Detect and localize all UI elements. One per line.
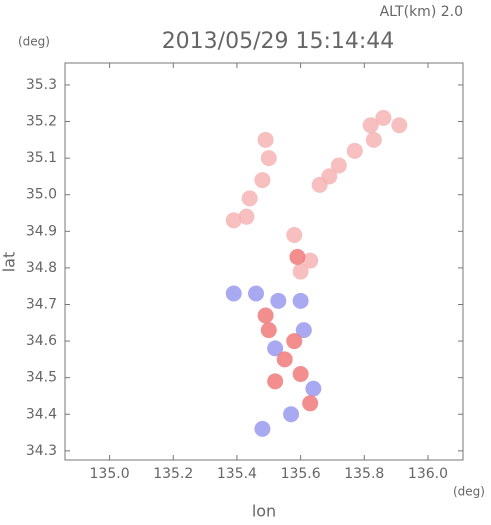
y-tick-label: 35.0 bbox=[26, 187, 57, 203]
echo-point bbox=[305, 380, 322, 397]
echo-point bbox=[321, 168, 338, 185]
y-tick-label: 34.7 bbox=[26, 296, 57, 312]
y-tick-label: 34.5 bbox=[26, 370, 57, 386]
echo-point bbox=[346, 142, 363, 159]
y-unit: (deg) bbox=[18, 35, 50, 49]
x-unit: (deg) bbox=[453, 485, 485, 499]
x-tick-label: 135.2 bbox=[153, 466, 193, 482]
y-tick-label: 34.4 bbox=[26, 406, 57, 422]
x-tick-label: 136.0 bbox=[408, 466, 448, 482]
echo-point bbox=[362, 117, 379, 134]
x-tick-label: 135.0 bbox=[90, 466, 130, 482]
y-tick-label: 34.3 bbox=[26, 443, 57, 459]
echo-point bbox=[302, 395, 319, 412]
y-tick-label: 35.1 bbox=[26, 150, 57, 166]
x-tick-label: 135.6 bbox=[281, 466, 321, 482]
y-tick-label: 34.8 bbox=[26, 260, 57, 276]
echo-point bbox=[286, 333, 303, 350]
y-tick-label: 35.2 bbox=[26, 114, 57, 130]
echo-point bbox=[267, 373, 284, 390]
echo-point bbox=[283, 406, 300, 423]
echo-point bbox=[225, 212, 242, 229]
echo-point bbox=[270, 292, 287, 309]
plot-frame bbox=[64, 62, 464, 461]
echo-point bbox=[276, 351, 293, 368]
echo-point bbox=[260, 150, 277, 167]
y-tick-label: 35.3 bbox=[26, 77, 57, 93]
echo-point bbox=[302, 252, 319, 269]
echo-point bbox=[292, 366, 309, 383]
x-axis-label: lon bbox=[252, 502, 276, 521]
echo-point bbox=[257, 307, 274, 324]
echo-point bbox=[286, 226, 303, 243]
echo-point bbox=[330, 157, 347, 174]
y-tick-label: 34.6 bbox=[26, 333, 57, 349]
echo-point bbox=[295, 322, 312, 339]
y-tick-label: 34.9 bbox=[26, 223, 57, 239]
echo-point bbox=[257, 131, 274, 148]
echo-point bbox=[267, 340, 284, 357]
echo-point bbox=[241, 190, 258, 207]
y-axis-label: lat bbox=[0, 252, 19, 273]
x-tick-label: 135.4 bbox=[217, 466, 257, 482]
echo-point bbox=[365, 131, 382, 148]
echo-point bbox=[375, 109, 392, 126]
header: ALT(km) 2.0 bbox=[380, 4, 463, 20]
echo-point bbox=[391, 117, 408, 134]
echo-point bbox=[254, 420, 271, 437]
echo-point bbox=[292, 292, 309, 309]
echo-point bbox=[260, 322, 277, 339]
echo-point bbox=[225, 285, 242, 302]
chart-title: 2013/05/29 15:14:44 bbox=[162, 29, 395, 54]
echo-point bbox=[254, 172, 271, 189]
echo-point bbox=[289, 248, 306, 265]
echo-point bbox=[238, 208, 255, 225]
x-tick-label: 135.8 bbox=[344, 466, 384, 482]
echo-point bbox=[248, 285, 265, 302]
echo-point bbox=[292, 263, 309, 280]
